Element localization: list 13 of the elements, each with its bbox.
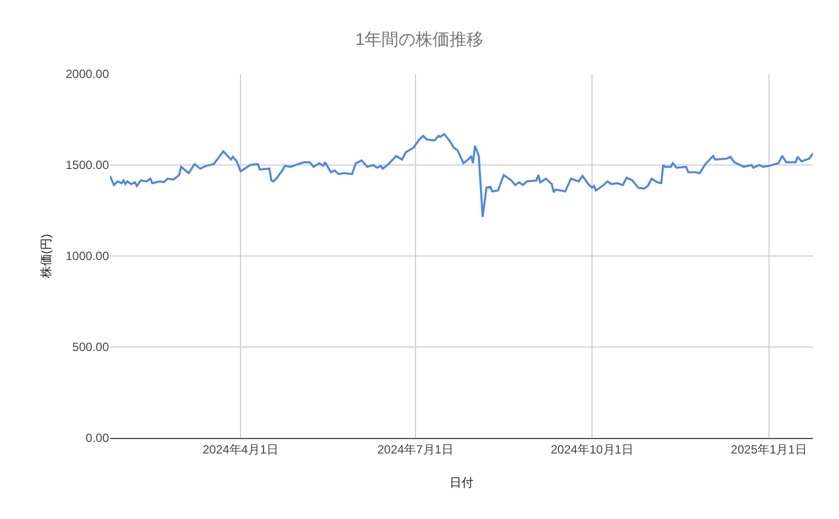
x-axis-title: 日付 xyxy=(450,475,474,490)
y-tick-label: 1500.00 xyxy=(66,158,110,172)
chart-title: 1年間の株価推移 xyxy=(355,30,484,49)
x-tick-label: 2024年10月1日 xyxy=(550,442,634,456)
y-tick-label: 0.00 xyxy=(86,431,110,446)
y-tick-label: 1000.00 xyxy=(66,249,110,264)
x-tick-label: 2024年7月1日 xyxy=(377,442,454,456)
line-series xyxy=(110,133,813,218)
x-tick-label: 2025年1月1日 xyxy=(730,442,807,456)
y-tick-label: 500.00 xyxy=(72,340,110,354)
y-tick-label: 2000.00 xyxy=(66,67,110,82)
x-tick-label: 2024年4月1日 xyxy=(202,442,279,456)
y-axis-title: 株価(円) xyxy=(38,234,53,279)
